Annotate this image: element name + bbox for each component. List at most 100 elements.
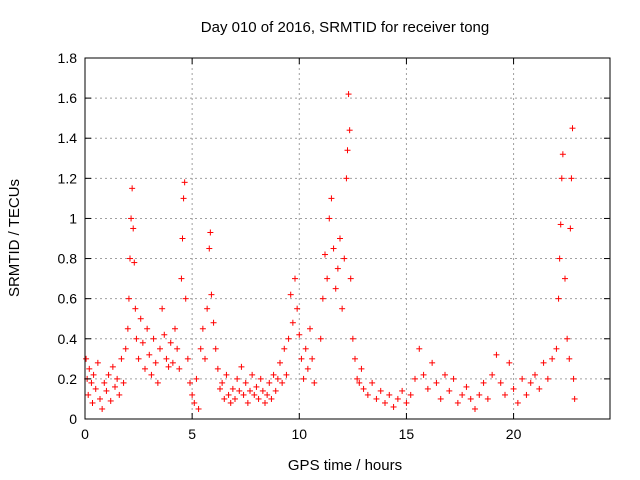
data-point — [345, 91, 352, 98]
data-point — [497, 379, 504, 386]
data-point — [562, 275, 568, 282]
y-tick-label: 1.6 — [58, 90, 78, 106]
data-point — [360, 385, 367, 392]
data-point — [270, 371, 277, 378]
y-tick-label: 0.6 — [58, 291, 78, 307]
data-point — [281, 345, 288, 352]
data-point — [94, 359, 101, 366]
data-point — [99, 405, 106, 412]
data-point — [92, 385, 99, 392]
data-point — [412, 375, 418, 382]
data-point — [399, 387, 406, 394]
data-points — [83, 91, 578, 412]
data-point — [472, 405, 478, 412]
data-point — [262, 399, 268, 406]
data-point — [307, 325, 313, 332]
data-point — [88, 379, 95, 386]
data-point — [358, 365, 365, 372]
data-point — [161, 331, 168, 338]
data-point — [567, 225, 574, 232]
data-point — [429, 359, 436, 366]
data-point — [159, 305, 166, 312]
data-point — [510, 385, 517, 392]
y-tick-label: 1 — [69, 210, 77, 226]
data-point — [232, 395, 238, 402]
data-point — [514, 399, 521, 406]
data-point — [86, 365, 93, 372]
data-point — [527, 379, 534, 386]
data-point — [204, 305, 211, 312]
data-point — [225, 391, 232, 398]
data-point — [163, 355, 170, 362]
data-point — [442, 371, 448, 378]
chart-title: Day 010 of 2016, SRMTID for receiver ton… — [201, 19, 489, 36]
data-point — [570, 375, 577, 382]
data-point — [234, 375, 241, 382]
data-point — [283, 371, 290, 378]
data-point — [279, 379, 286, 386]
data-point — [558, 175, 565, 182]
data-point — [277, 359, 283, 366]
data-point — [450, 375, 457, 382]
data-point — [266, 379, 273, 386]
data-point — [403, 399, 410, 406]
data-point — [148, 371, 155, 378]
data-point — [189, 391, 196, 398]
data-point — [89, 399, 96, 406]
data-point — [377, 387, 384, 394]
data-point — [476, 391, 483, 398]
data-point — [352, 355, 358, 362]
data-point — [207, 229, 214, 236]
y-tick-label: 0.8 — [58, 251, 78, 267]
x-axis-label: GPS time / hours — [288, 457, 402, 474]
data-point — [489, 371, 496, 378]
data-point — [302, 345, 309, 352]
data-point — [553, 345, 560, 352]
data-point — [247, 387, 253, 394]
data-point — [178, 275, 185, 282]
data-point — [193, 375, 200, 382]
data-point — [386, 391, 393, 398]
data-point — [90, 371, 97, 378]
data-point — [373, 395, 380, 402]
data-point — [364, 391, 371, 398]
data-point — [109, 363, 116, 370]
y-tick-label: 1.2 — [58, 170, 78, 186]
data-point — [322, 251, 328, 258]
data-point — [240, 391, 247, 398]
data-point — [176, 365, 183, 372]
data-point — [480, 379, 487, 386]
data-point — [107, 397, 114, 404]
data-point — [416, 345, 423, 352]
data-point — [540, 359, 547, 366]
data-point — [179, 235, 186, 242]
data-point — [146, 351, 153, 358]
data-point — [292, 275, 298, 282]
data-point — [454, 399, 461, 406]
data-point — [339, 305, 346, 312]
data-point — [238, 363, 245, 370]
data-point — [506, 359, 513, 366]
data-point — [83, 355, 90, 362]
data-point — [97, 395, 103, 402]
y-tick-label: 0.2 — [58, 371, 78, 387]
data-point — [135, 355, 142, 362]
data-point — [251, 391, 258, 398]
data-point — [317, 335, 324, 342]
data-point — [568, 175, 575, 182]
y-axis: 0 0.2 0.4 0.6 0.8 1 1.2 1.4 1.6 1.8 — [58, 50, 610, 427]
data-point — [122, 345, 129, 352]
data-point — [244, 399, 251, 406]
data-point — [467, 395, 474, 402]
data-point — [311, 379, 318, 386]
data-point — [208, 291, 215, 298]
data-point — [484, 395, 491, 402]
data-point — [105, 371, 112, 378]
data-point — [223, 371, 230, 378]
data-point — [356, 379, 363, 386]
data-point — [144, 325, 151, 332]
data-point — [294, 305, 301, 312]
data-point — [242, 379, 249, 386]
data-point — [569, 125, 576, 132]
